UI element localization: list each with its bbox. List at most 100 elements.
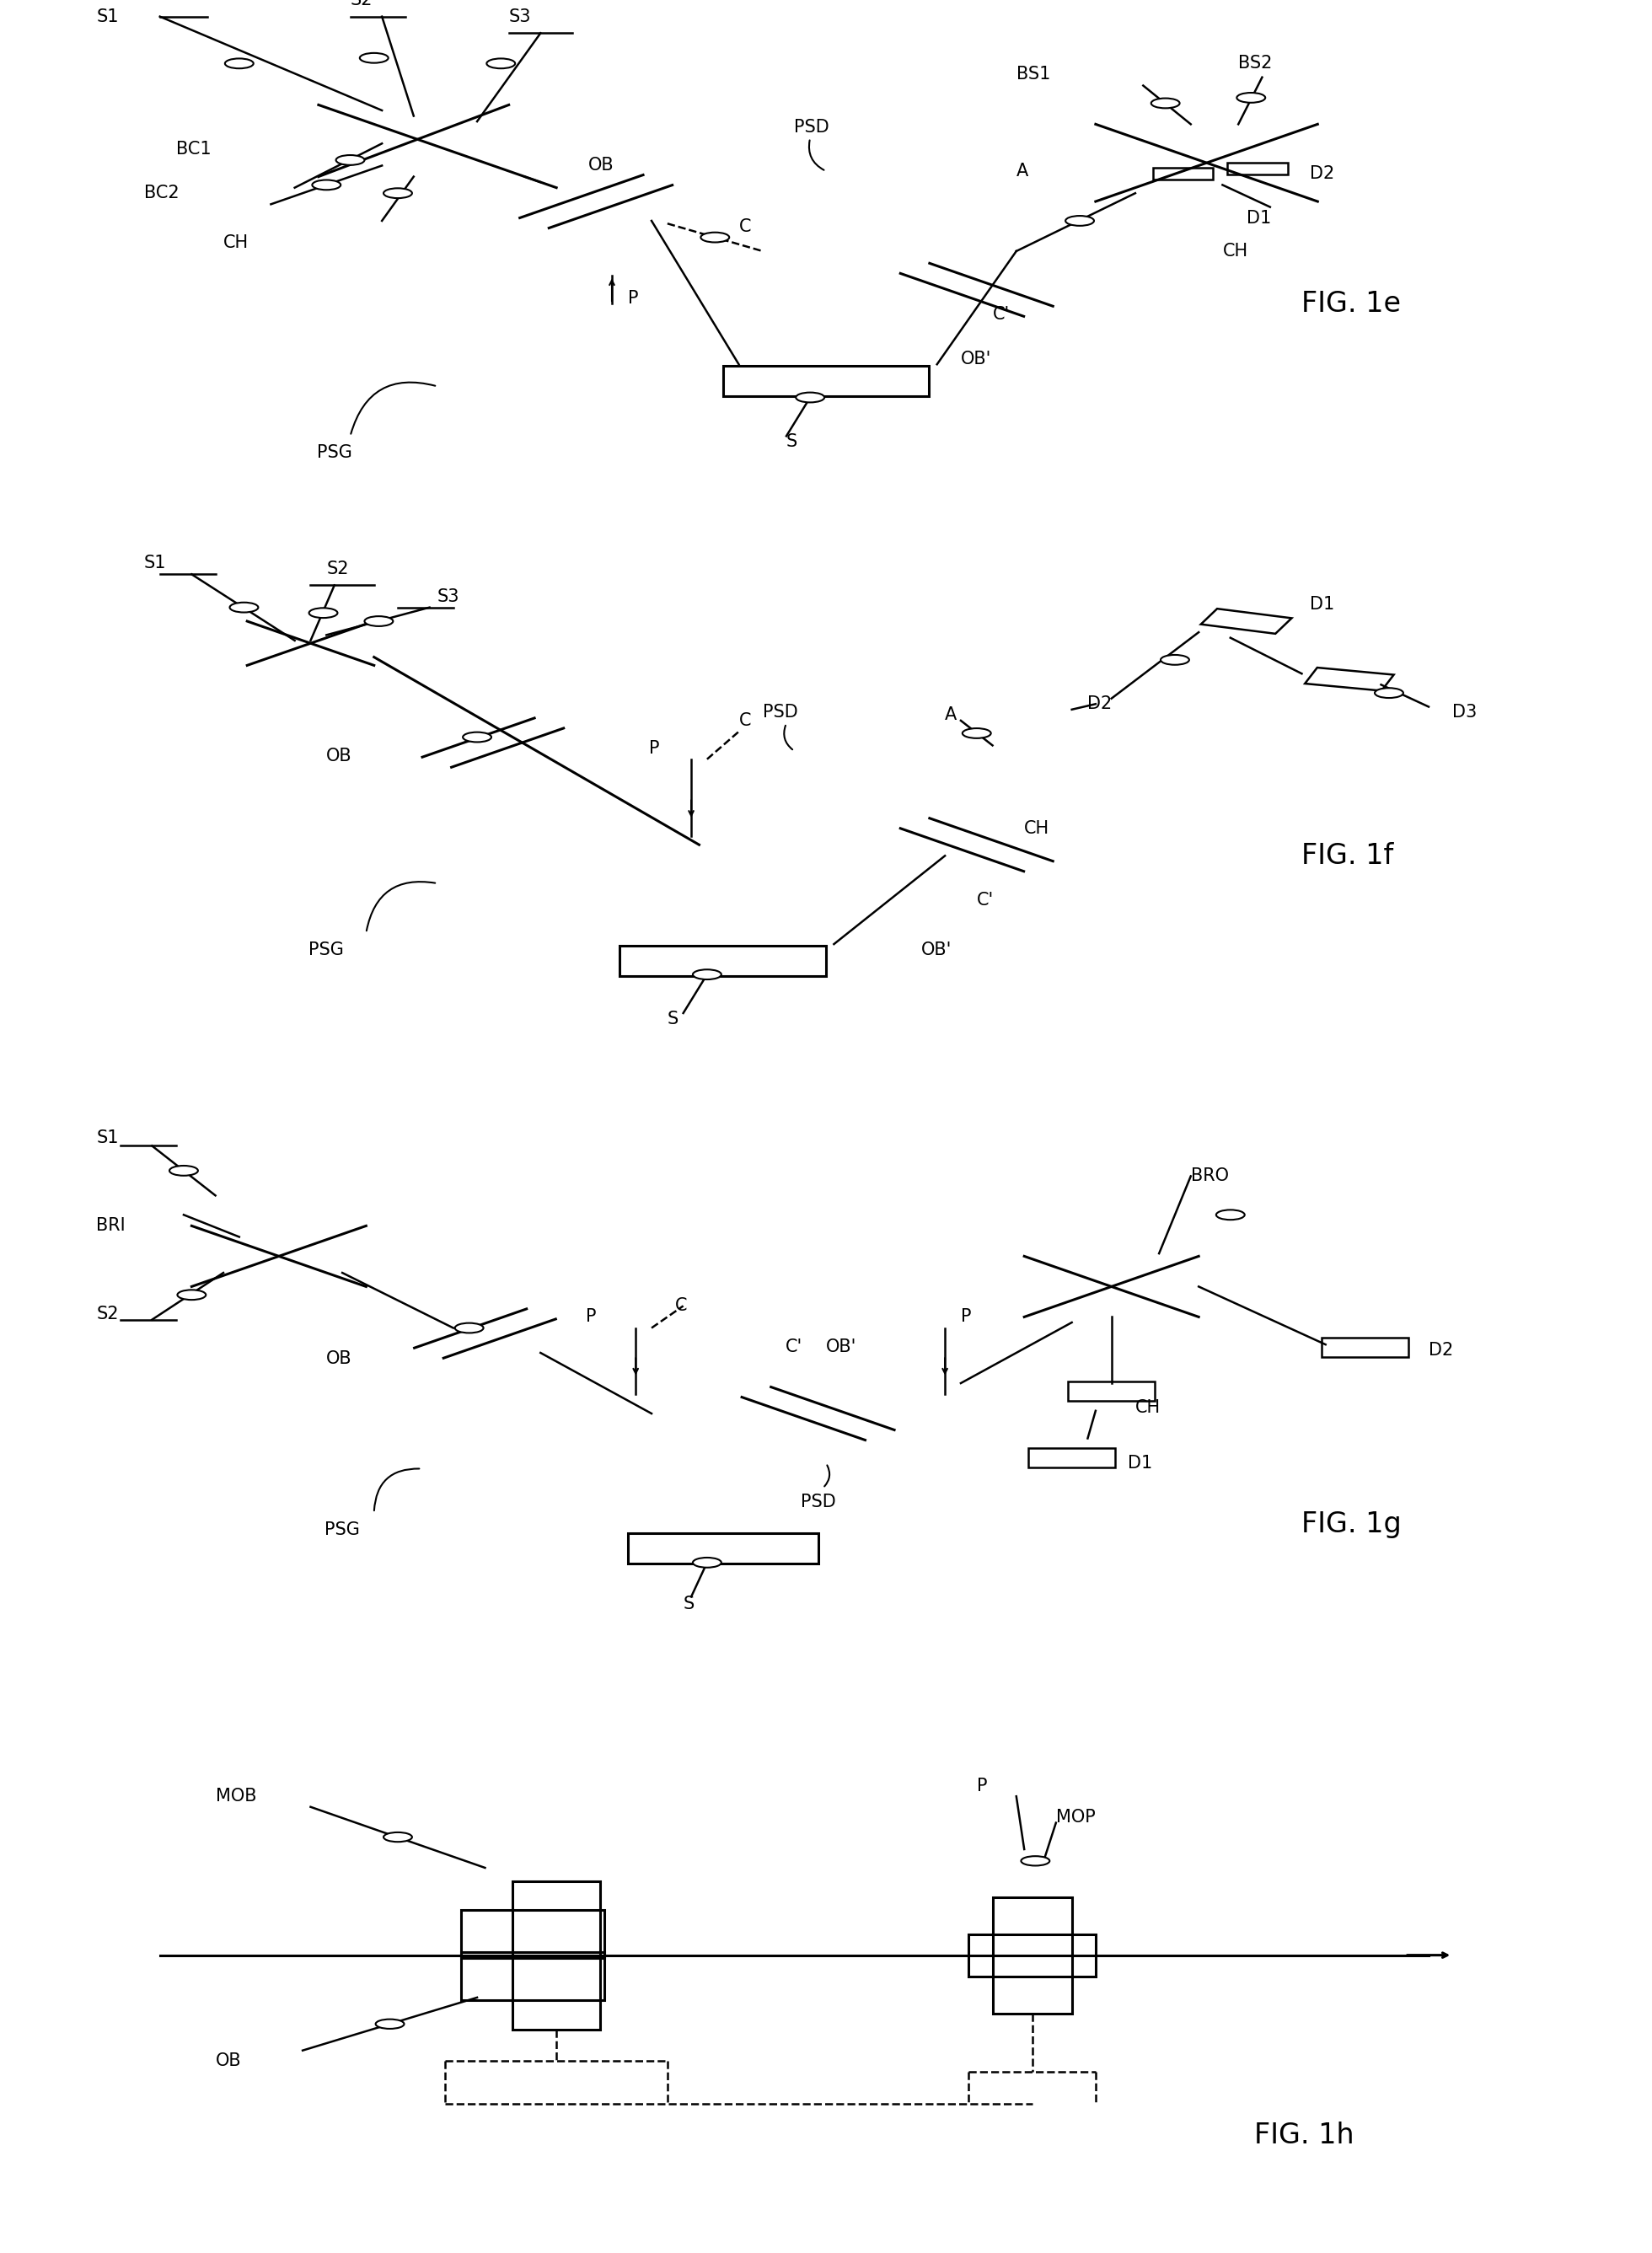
Text: D1: D1 xyxy=(1310,597,1335,613)
Circle shape xyxy=(463,732,491,741)
Text: MOP: MOP xyxy=(1056,1809,1095,1825)
Text: FIG. 1h: FIG. 1h xyxy=(1254,2122,1355,2149)
Text: S1: S1 xyxy=(144,554,167,572)
Text: C: C xyxy=(676,1298,687,1313)
Text: D1: D1 xyxy=(1246,210,1270,228)
Text: D2: D2 xyxy=(1429,1341,1454,1359)
Text: CH: CH xyxy=(1024,820,1049,836)
Text: S2: S2 xyxy=(350,0,373,9)
Text: P: P xyxy=(628,291,638,306)
Text: C': C' xyxy=(785,1338,803,1356)
Text: CH: CH xyxy=(1222,243,1247,259)
Circle shape xyxy=(487,59,515,68)
Text: OB: OB xyxy=(327,1350,352,1368)
Circle shape xyxy=(309,608,337,617)
Circle shape xyxy=(1216,1210,1244,1219)
Text: OB': OB' xyxy=(922,942,952,958)
Text: S: S xyxy=(684,1595,694,1613)
Circle shape xyxy=(963,728,991,739)
Text: PSD: PSD xyxy=(801,1494,836,1510)
Text: S: S xyxy=(786,433,798,451)
Circle shape xyxy=(796,392,824,403)
Text: S3: S3 xyxy=(438,588,459,604)
Text: BS2: BS2 xyxy=(1239,54,1272,72)
Circle shape xyxy=(692,969,722,980)
Circle shape xyxy=(360,54,388,63)
Text: S2: S2 xyxy=(96,1307,119,1323)
Text: P: P xyxy=(976,1778,988,1793)
Circle shape xyxy=(1066,216,1094,225)
Text: P: P xyxy=(649,739,659,757)
Text: OB': OB' xyxy=(826,1338,857,1356)
Circle shape xyxy=(170,1165,198,1176)
Bar xyxy=(1028,1449,1115,1467)
Text: OB: OB xyxy=(327,748,352,764)
Circle shape xyxy=(454,1323,484,1334)
Bar xyxy=(968,1933,1095,1976)
Text: OB: OB xyxy=(588,158,615,173)
Text: BC2: BC2 xyxy=(144,185,178,201)
Text: S2: S2 xyxy=(327,561,349,577)
Bar xyxy=(1153,167,1213,180)
Text: PSD: PSD xyxy=(795,119,829,135)
Circle shape xyxy=(383,1832,411,1843)
Circle shape xyxy=(225,59,253,68)
Text: C': C' xyxy=(976,892,995,908)
Text: D1: D1 xyxy=(1127,1455,1151,1471)
Circle shape xyxy=(692,1557,722,1568)
Text: C': C' xyxy=(993,306,1009,322)
Text: A: A xyxy=(945,707,957,723)
Circle shape xyxy=(375,2019,405,2028)
Circle shape xyxy=(383,189,411,198)
Circle shape xyxy=(1161,656,1189,665)
Circle shape xyxy=(1237,92,1265,104)
Text: A: A xyxy=(1016,162,1028,180)
Text: D3: D3 xyxy=(1452,703,1477,721)
Circle shape xyxy=(312,180,340,189)
Text: BRO: BRO xyxy=(1191,1167,1229,1185)
Bar xyxy=(1322,1338,1409,1356)
Text: S: S xyxy=(667,1009,679,1027)
Text: FIG. 1f: FIG. 1f xyxy=(1302,843,1394,870)
Circle shape xyxy=(1374,687,1403,698)
Bar xyxy=(461,1911,605,1958)
Circle shape xyxy=(230,602,258,613)
Text: BC1: BC1 xyxy=(175,140,211,158)
Bar xyxy=(512,1881,600,2030)
Text: S1: S1 xyxy=(96,1129,119,1147)
Text: FIG. 1e: FIG. 1e xyxy=(1302,291,1401,318)
Text: S1: S1 xyxy=(96,9,119,25)
Circle shape xyxy=(1151,99,1180,108)
Text: OB: OB xyxy=(215,2052,241,2071)
Text: PSG: PSG xyxy=(317,444,352,462)
Text: P: P xyxy=(961,1309,971,1325)
Text: PSG: PSG xyxy=(325,1521,360,1539)
Text: MOB: MOB xyxy=(215,1789,256,1805)
Circle shape xyxy=(700,232,729,243)
Text: CH: CH xyxy=(1135,1399,1161,1417)
Circle shape xyxy=(335,155,365,164)
Bar xyxy=(724,365,928,397)
Text: P: P xyxy=(585,1309,596,1325)
Circle shape xyxy=(177,1291,206,1300)
Text: CH: CH xyxy=(223,234,249,252)
Bar xyxy=(461,1953,605,2001)
Text: FIG. 1g: FIG. 1g xyxy=(1302,1510,1403,1539)
Bar xyxy=(1067,1381,1155,1401)
Text: OB': OB' xyxy=(961,351,991,367)
Text: PSG: PSG xyxy=(309,942,344,958)
Text: C: C xyxy=(738,712,752,730)
Circle shape xyxy=(365,617,393,626)
Text: PSD: PSD xyxy=(763,703,798,721)
Text: D2: D2 xyxy=(1310,164,1335,182)
Bar xyxy=(1201,608,1292,633)
Bar xyxy=(628,1534,818,1564)
Bar xyxy=(993,1897,1072,2014)
Text: S3: S3 xyxy=(509,9,532,25)
Text: BRI: BRI xyxy=(96,1217,126,1235)
Circle shape xyxy=(1021,1856,1049,1865)
Text: D2: D2 xyxy=(1087,696,1112,712)
Bar xyxy=(1227,162,1287,173)
Bar xyxy=(1305,667,1394,692)
Bar xyxy=(620,946,826,976)
